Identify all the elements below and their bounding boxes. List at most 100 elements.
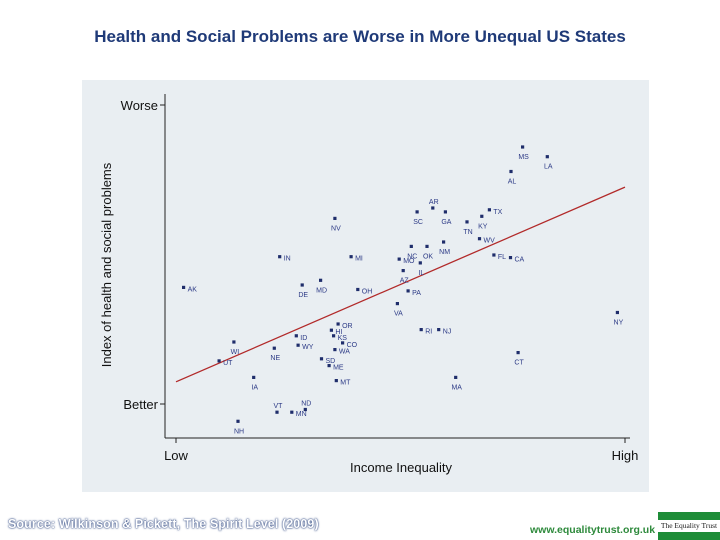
point-md	[319, 278, 323, 282]
point-ms	[521, 145, 525, 149]
point-label-mi: MI	[355, 256, 363, 263]
trend-line	[175, 186, 626, 383]
point-in	[278, 255, 282, 259]
point-label-mo: MO	[403, 258, 415, 265]
point-mt	[334, 379, 338, 383]
point-label-ca: CA	[515, 257, 525, 264]
point-label-ut: UT	[223, 360, 233, 367]
point-label-nv: NV	[331, 225, 341, 232]
equality-trust-logo: The Equality Trust	[658, 512, 720, 540]
point-oh	[356, 287, 360, 292]
point-label-ak: AK	[188, 286, 198, 293]
point-label-ok: OK	[423, 253, 433, 260]
point-label-oh: OH	[362, 289, 373, 296]
point-va	[395, 302, 399, 306]
point-label-md: MD	[316, 287, 327, 294]
point-nm	[442, 240, 446, 244]
point-tx	[487, 208, 491, 212]
point-label-il: IL	[418, 270, 424, 277]
point-label-ms: MS	[518, 154, 529, 161]
point-label-de: DE	[298, 292, 308, 299]
point-nh	[236, 419, 240, 423]
point-label-ne: NE	[270, 355, 280, 362]
point-label-sd: SD	[326, 358, 336, 365]
point-label-ct: CT	[514, 360, 524, 367]
page-title: Health and Social Problems are Worse in …	[94, 27, 626, 46]
point-label-ga: GA	[441, 219, 451, 226]
chart-panel	[82, 80, 649, 492]
point-sc	[415, 210, 419, 214]
point-nv	[333, 216, 337, 220]
point-label-al: AL	[508, 179, 517, 186]
point-label-co: CO	[347, 342, 358, 349]
point-mn	[290, 410, 294, 414]
point-az	[401, 269, 405, 273]
point-label-nc: NC	[407, 253, 417, 260]
point-ct	[516, 351, 520, 355]
point-label-vt: VT	[274, 403, 284, 410]
point-ri	[419, 328, 423, 332]
point-co	[341, 341, 345, 345]
point-label-nm: NM	[439, 249, 450, 256]
point-ok	[425, 244, 429, 248]
point-la	[545, 155, 549, 159]
x-tick-label-low: Low	[164, 448, 188, 463]
point-nd	[303, 407, 307, 412]
point-wa	[333, 348, 337, 352]
point-label-nh: NH	[234, 428, 244, 435]
point-label-la: LA	[544, 164, 553, 171]
point-ga	[443, 210, 447, 214]
point-label-fl: FL	[498, 254, 506, 261]
logo-bar-bottom	[658, 532, 720, 540]
point-label-az: AZ	[400, 278, 410, 285]
point-label-va: VA	[394, 311, 403, 318]
data-points: MS LA AL AR SC GA TX KY TN NV WV NM NC OK FL CA IN MI MOIL…	[182, 145, 624, 435]
x-tick-label-high: High	[612, 448, 639, 463]
y-tick-label-worse: Worse	[121, 98, 158, 113]
point-ma	[454, 375, 458, 379]
point-wv	[477, 237, 482, 241]
point-ny	[615, 310, 619, 315]
axes: Worse Better Low High Income Inequality …	[99, 94, 638, 475]
point-ne	[272, 346, 276, 350]
point-label-me: ME	[333, 365, 344, 372]
point-il	[418, 261, 422, 265]
point-label-pa: PA	[412, 290, 421, 297]
logo-text: The Equality Trust	[660, 521, 718, 530]
point-label-mt: MT	[340, 380, 351, 387]
point-label-tx: TX	[493, 209, 502, 216]
point-label-nd: ND	[301, 401, 311, 408]
point-label-sc: SC	[413, 219, 423, 226]
point-fl	[492, 253, 496, 257]
y-axis-label: Index of health and social problems	[99, 162, 114, 367]
y-tick-label-better: Better	[123, 397, 158, 412]
point-label-ks: KS	[338, 335, 348, 342]
point-label-nj: NJ	[443, 329, 452, 336]
point-label-ky: KY	[478, 223, 488, 230]
point-pa	[406, 289, 410, 293]
point-label-or: OR	[342, 323, 353, 330]
point-nj	[437, 328, 441, 332]
point-ca	[508, 256, 513, 260]
website-url[interactable]: www.equalitytrust.org.uk	[530, 524, 656, 536]
point-mi	[349, 255, 353, 259]
x-axis-label: Income Inequality	[350, 460, 452, 475]
point-hi	[329, 328, 333, 332]
point-ks	[332, 334, 336, 338]
point-label-ia: IA	[251, 384, 258, 391]
point-wi	[232, 340, 236, 344]
point-vt	[275, 410, 279, 414]
point-label-hi: HI	[335, 329, 342, 336]
point-de	[300, 283, 304, 287]
point-label-wv: WV	[484, 238, 496, 245]
point-id	[294, 334, 298, 338]
point-label-ar: AR	[429, 199, 439, 206]
point-tn	[465, 220, 469, 224]
point-nc	[409, 244, 413, 248]
point-ia	[252, 375, 256, 379]
point-label-wy: WY	[302, 344, 314, 351]
point-label-wa: WA	[339, 349, 350, 356]
point-sd	[319, 357, 324, 361]
point-label-ri: RI	[425, 329, 432, 336]
